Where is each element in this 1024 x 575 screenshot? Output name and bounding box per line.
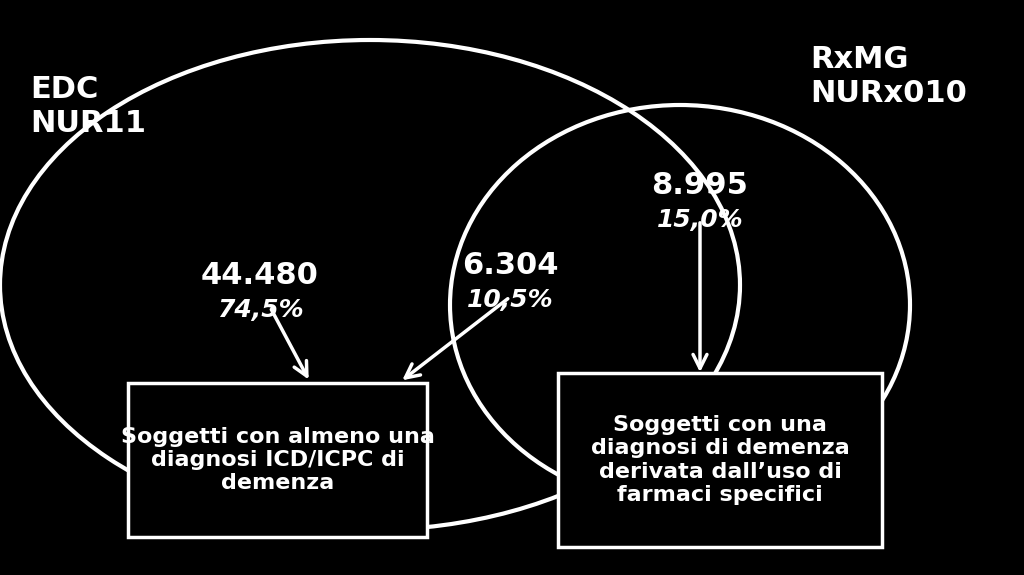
Text: Soggetti con almeno una
diagnosi ICD/ICPC di
demenza: Soggetti con almeno una diagnosi ICD/ICP… (121, 427, 434, 493)
Text: 44.480: 44.480 (201, 260, 318, 289)
Text: EDC
NUR11: EDC NUR11 (30, 75, 146, 137)
FancyBboxPatch shape (558, 373, 882, 547)
Text: Soggetti con una
diagnosi di demenza
derivata dall’uso di
farmaci specifici: Soggetti con una diagnosi di demenza der… (591, 415, 849, 505)
Text: RxMG
NURx010: RxMG NURx010 (810, 45, 967, 108)
FancyBboxPatch shape (128, 383, 427, 537)
Text: 10,5%: 10,5% (467, 288, 553, 312)
Text: 6.304: 6.304 (462, 251, 558, 279)
Text: 74,5%: 74,5% (217, 298, 303, 322)
Text: 8.995: 8.995 (651, 171, 749, 200)
Text: 15,0%: 15,0% (656, 208, 743, 232)
